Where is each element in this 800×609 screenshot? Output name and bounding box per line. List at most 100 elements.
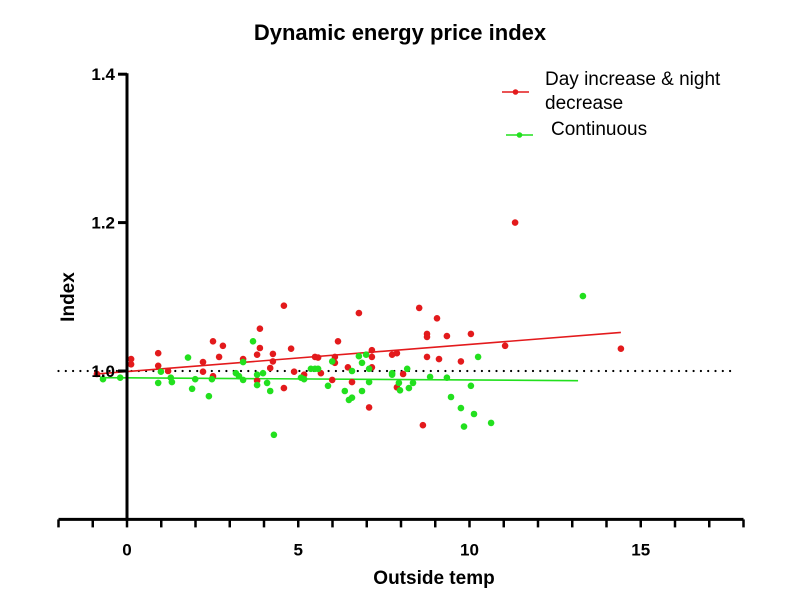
data-point-series-1 <box>253 351 261 359</box>
data-point-series-1 <box>328 376 336 384</box>
trendline-series-2 <box>99 376 579 382</box>
data-point-series-2 <box>358 387 366 395</box>
data-point-series-2 <box>579 292 587 300</box>
data-point-series-2 <box>253 371 261 379</box>
data-point-series-2 <box>460 423 468 430</box>
data-point-series-2 <box>365 365 373 373</box>
data-point-series-1 <box>511 219 519 226</box>
x-tick-label: 5 <box>294 540 303 559</box>
data-point-series-2 <box>341 387 349 395</box>
data-point-series-1 <box>280 384 288 392</box>
data-point-series-2 <box>487 419 495 427</box>
data-point-series-2 <box>457 404 465 412</box>
data-point-series-2 <box>249 338 257 345</box>
data-point-series-1 <box>266 364 274 372</box>
data-point-series-2 <box>205 392 213 400</box>
data-point-series-2 <box>409 379 417 387</box>
x-tick-label: 15 <box>631 540 650 559</box>
data-point-series-1 <box>433 315 441 322</box>
data-point-series-1 <box>269 358 277 365</box>
data-point-series-1 <box>219 342 227 350</box>
data-point-series-1 <box>368 353 376 361</box>
axes-layer: 0 5 10 15 1.0 1.2 1.4 <box>57 65 745 559</box>
data-point-series-1 <box>256 344 264 352</box>
data-point-series-2 <box>300 375 308 383</box>
data-point-series-2 <box>328 358 336 365</box>
data-point-series-1 <box>617 345 625 353</box>
data-point-series-2 <box>239 376 247 384</box>
data-point-series-1 <box>93 370 101 378</box>
legend-label-series-1: decrease <box>545 93 623 114</box>
x-tick-label: 0 <box>122 540 131 559</box>
data-point-series-1 <box>287 345 295 353</box>
data-point-series-2 <box>253 381 261 389</box>
data-point-series-1 <box>419 421 427 429</box>
data-point-series-1 <box>415 304 423 312</box>
legend: Day increase & night decrease Continuous <box>502 69 721 140</box>
data-point-series-1 <box>501 342 509 350</box>
data-point-series-2 <box>270 431 278 439</box>
data-point-series-2 <box>324 382 332 390</box>
data-point-series-2 <box>396 387 404 394</box>
data-point-series-2 <box>388 371 396 379</box>
data-point-series-2 <box>259 369 267 377</box>
data-point-series-1 <box>154 349 162 357</box>
data-point-series-1 <box>365 404 373 411</box>
data-point-series-2 <box>358 359 366 367</box>
data-point-series-1 <box>423 333 431 341</box>
data-point-series-2 <box>470 410 478 418</box>
data-point-series-1 <box>127 361 135 368</box>
data-point-series-1 <box>368 346 376 354</box>
data-point-series-1 <box>290 368 298 376</box>
data-point-series-1 <box>154 362 162 370</box>
data-point-series-1 <box>199 358 207 366</box>
data-point-series-2 <box>447 393 455 401</box>
data-point-series-1 <box>127 355 135 363</box>
data-point-series-2 <box>208 375 216 383</box>
y-tick-label: 1.2 <box>91 214 115 233</box>
data-point-series-2 <box>355 352 363 360</box>
data-point-series-2 <box>239 358 247 366</box>
y-tick-label: 1.4 <box>91 65 115 84</box>
chart-title: Dynamic energy price index <box>254 20 547 45</box>
y-axis-label: Index <box>58 272 79 322</box>
data-point-series-1 <box>355 309 363 317</box>
data-point-series-2 <box>191 375 199 383</box>
data-point-series-1 <box>209 338 217 345</box>
data-point-series-2 <box>116 374 124 382</box>
legend-label-series-1: Day increase & night <box>545 69 721 90</box>
legend-marker-series-2 <box>516 132 523 138</box>
data-point-series-2 <box>467 382 475 390</box>
data-point-series-2 <box>362 351 370 359</box>
data-point-series-2 <box>443 374 451 382</box>
data-point-series-2 <box>157 368 165 376</box>
data-point-series-2 <box>405 384 413 392</box>
data-point-series-2 <box>395 379 403 387</box>
data-point-series-1 <box>314 354 322 361</box>
data-point-series-2 <box>348 367 356 375</box>
legend-label-series-2: Continuous <box>551 119 647 140</box>
data-point-series-2 <box>348 394 356 402</box>
legend-marker-series-1 <box>512 89 519 95</box>
data-point-series-2 <box>266 387 274 395</box>
data-point-series-1 <box>348 378 356 386</box>
data-point-series-1 <box>457 358 465 365</box>
data-point-series-1 <box>164 367 172 375</box>
x-axis-label: Outside temp <box>373 568 494 589</box>
data-point-series-1 <box>280 302 288 310</box>
data-point-series-2 <box>263 379 271 387</box>
data-point-series-1 <box>443 332 451 340</box>
data-point-series-1 <box>199 368 207 376</box>
data-point-series-2 <box>403 365 411 373</box>
points-layer <box>93 219 625 439</box>
data-point-series-2 <box>474 353 482 361</box>
y-tick-label: 1.0 <box>91 362 115 381</box>
data-point-series-2 <box>154 379 162 387</box>
data-point-series-1 <box>256 325 264 333</box>
data-point-series-1 <box>215 353 223 361</box>
data-point-series-2 <box>99 375 107 383</box>
data-point-series-2 <box>426 373 434 381</box>
data-point-series-1 <box>435 355 443 363</box>
x-tick-label: 10 <box>460 540 479 559</box>
